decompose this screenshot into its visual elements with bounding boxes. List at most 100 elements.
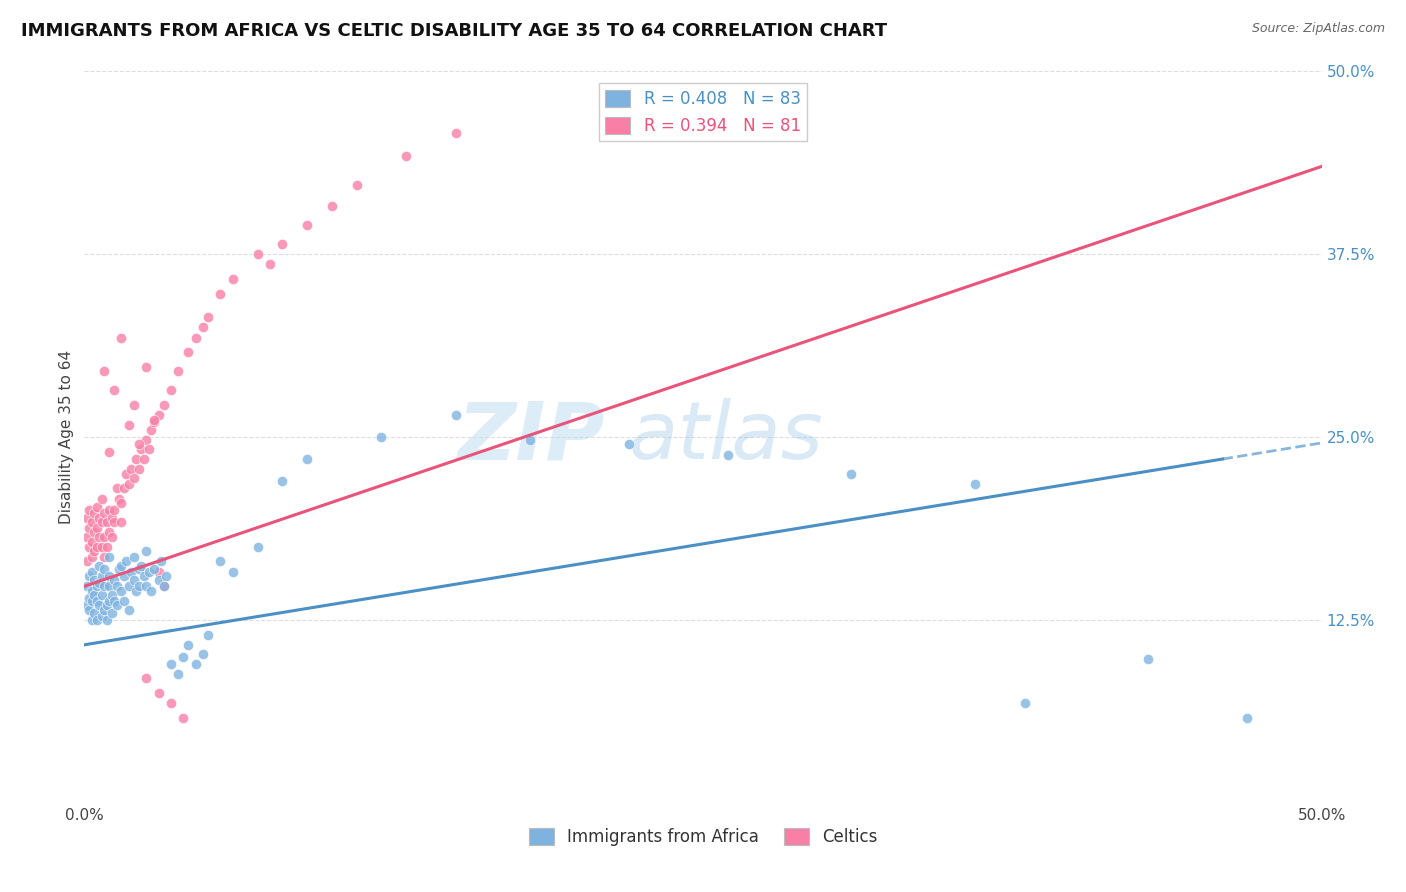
- Point: [83, 506, 105, 520]
- Point: [110, 330, 132, 344]
- Text: ZIP: ZIP: [457, 398, 605, 476]
- Point: [90, 540, 112, 554]
- Point: [83, 574, 105, 588]
- Point: [86, 540, 108, 554]
- Point: [103, 574, 125, 588]
- Point: [80, 583, 103, 598]
- Point: [120, 462, 142, 476]
- Point: [76, 599, 98, 613]
- Legend: Immigrants from Africa, Celtics: Immigrants from Africa, Celtics: [522, 822, 884, 853]
- Point: [184, 657, 207, 671]
- Point: [79, 521, 101, 535]
- Point: [112, 569, 135, 583]
- Point: [246, 247, 269, 261]
- Point: [222, 272, 245, 286]
- Point: [271, 237, 294, 252]
- Point: [444, 408, 467, 422]
- Point: [90, 588, 112, 602]
- Point: [98, 549, 121, 564]
- Point: [128, 437, 150, 451]
- Point: [105, 599, 128, 613]
- Point: [110, 496, 132, 510]
- Text: IMMIGRANTS FROM AFRICA VS CELTIC DISABILITY AGE 35 TO 64 CORRELATION CHART: IMMIGRANTS FROM AFRICA VS CELTIC DISABIL…: [21, 22, 887, 40]
- Point: [89, 558, 111, 573]
- Point: [141, 583, 163, 598]
- Point: [110, 558, 132, 573]
- Point: [160, 657, 183, 671]
- Point: [79, 591, 101, 605]
- Point: [93, 530, 115, 544]
- Point: [138, 565, 160, 579]
- Point: [222, 565, 245, 579]
- Point: [100, 588, 122, 602]
- Y-axis label: Disability Age 35 to 64: Disability Age 35 to 64: [59, 350, 75, 524]
- Point: [177, 638, 200, 652]
- Point: [89, 510, 111, 524]
- Point: [271, 474, 294, 488]
- Point: [148, 408, 170, 422]
- Point: [125, 452, 148, 467]
- Point: [90, 515, 112, 529]
- Point: [965, 476, 987, 491]
- Point: [167, 667, 190, 681]
- Point: [76, 579, 98, 593]
- Point: [76, 554, 98, 568]
- Point: [100, 510, 122, 524]
- Point: [83, 606, 105, 620]
- Point: [246, 540, 269, 554]
- Point: [79, 503, 101, 517]
- Point: [86, 579, 108, 593]
- Point: [128, 579, 150, 593]
- Point: [96, 515, 118, 529]
- Point: [148, 565, 170, 579]
- Point: [172, 711, 194, 725]
- Point: [395, 149, 418, 163]
- Point: [1137, 652, 1160, 666]
- Point: [122, 574, 145, 588]
- Point: [128, 562, 150, 576]
- Point: [135, 579, 157, 593]
- Point: [122, 471, 145, 485]
- Point: [90, 491, 112, 506]
- Text: Source: ZipAtlas.com: Source: ZipAtlas.com: [1251, 22, 1385, 36]
- Point: [108, 562, 131, 576]
- Point: [103, 503, 125, 517]
- Point: [105, 481, 128, 495]
- Point: [93, 364, 115, 378]
- Point: [172, 649, 194, 664]
- Point: [103, 594, 125, 608]
- Point: [135, 433, 157, 447]
- Point: [79, 540, 101, 554]
- Point: [191, 647, 214, 661]
- Point: [83, 525, 105, 540]
- Point: [118, 418, 141, 433]
- Point: [142, 412, 165, 426]
- Point: [80, 515, 103, 529]
- Point: [177, 345, 200, 359]
- Point: [370, 430, 392, 444]
- Point: [115, 554, 138, 568]
- Point: [83, 588, 105, 602]
- Point: [100, 530, 122, 544]
- Point: [118, 603, 141, 617]
- Point: [346, 178, 368, 193]
- Point: [90, 608, 112, 623]
- Point: [98, 579, 121, 593]
- Point: [152, 579, 174, 593]
- Point: [717, 448, 740, 462]
- Point: [150, 554, 173, 568]
- Point: [76, 530, 98, 544]
- Point: [444, 126, 467, 140]
- Point: [132, 452, 155, 467]
- Point: [96, 540, 118, 554]
- Point: [80, 594, 103, 608]
- Point: [110, 515, 132, 529]
- Point: [128, 462, 150, 476]
- Point: [118, 579, 141, 593]
- Point: [129, 558, 152, 573]
- Point: [160, 696, 183, 710]
- Point: [80, 613, 103, 627]
- Point: [93, 603, 115, 617]
- Point: [197, 310, 219, 325]
- Text: atlas: atlas: [628, 398, 824, 476]
